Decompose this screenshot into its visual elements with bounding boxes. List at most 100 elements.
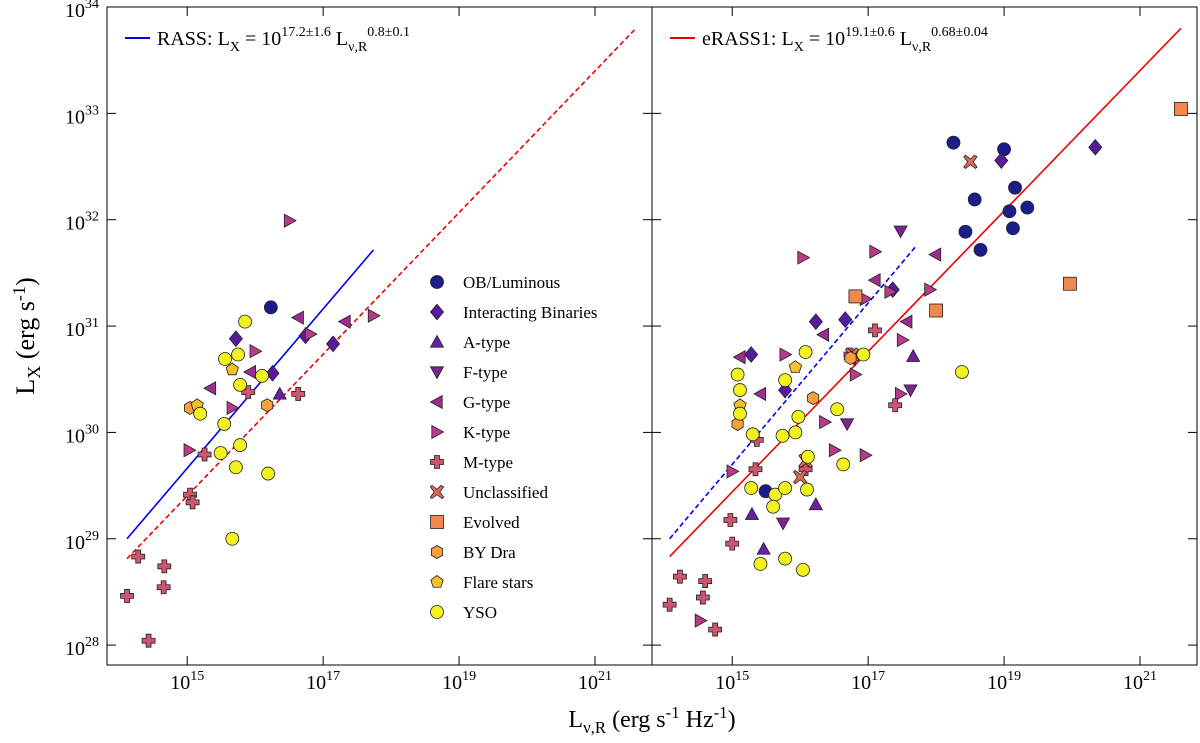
- marker: [730, 367, 745, 382]
- marker: [793, 469, 808, 485]
- marker: [788, 425, 803, 440]
- marker: [997, 142, 1011, 157]
- marker: [808, 497, 824, 511]
- marker: [808, 313, 823, 331]
- marker: [185, 495, 200, 510]
- marker: [955, 365, 969, 379]
- legend-label: BY Dra: [463, 543, 516, 562]
- marker: [744, 506, 760, 520]
- marker: [272, 386, 287, 400]
- marker: [830, 402, 845, 417]
- marker: [973, 243, 988, 257]
- marker: [775, 517, 791, 531]
- marker: [733, 383, 747, 397]
- marker: [1002, 204, 1017, 219]
- marker: [217, 417, 232, 431]
- marker: [828, 443, 842, 458]
- marker: [157, 559, 172, 574]
- marker: [228, 330, 243, 348]
- marker: [958, 224, 973, 239]
- marker: [429, 366, 445, 380]
- marker: [798, 462, 813, 477]
- marker: [225, 531, 240, 546]
- marker: [963, 154, 978, 170]
- marker: [859, 448, 873, 463]
- marker: [694, 613, 708, 628]
- x-tick-label: 1019: [442, 669, 476, 694]
- marker: [801, 449, 815, 464]
- legend-label: F-type: [463, 363, 507, 382]
- marker: [183, 443, 197, 458]
- marker: [1174, 102, 1188, 116]
- marker: [800, 482, 814, 497]
- panel-frame: [106, 6, 653, 666]
- marker: [928, 247, 942, 262]
- marker: [896, 332, 910, 348]
- legend-label: Flare stars: [463, 573, 533, 592]
- marker: [120, 589, 134, 603]
- marker: [778, 551, 793, 566]
- marker: [193, 406, 208, 421]
- marker: [226, 400, 240, 416]
- marker: [263, 300, 278, 315]
- marker: [1020, 200, 1035, 215]
- marker: [326, 335, 341, 353]
- marker: [807, 391, 820, 406]
- y-axis-label: LX (erg s-1): [9, 277, 44, 394]
- marker: [899, 314, 913, 329]
- marker: [748, 462, 763, 477]
- marker: [429, 334, 445, 348]
- marker: [430, 545, 444, 559]
- marker: [849, 367, 863, 382]
- panel-title: RASS: LX = 1017.2±1.6 Lν,R0.8±0.1: [157, 25, 410, 55]
- marker: [756, 541, 771, 555]
- marker: [283, 213, 297, 228]
- panel-title: eRASS1: LX = 1019.1±0.6 Lν,R0.68±0.04: [702, 25, 988, 55]
- marker: [893, 225, 908, 239]
- marker: [1006, 221, 1020, 236]
- marker: [225, 362, 239, 376]
- marker: [856, 347, 871, 362]
- marker: [791, 409, 806, 424]
- y-tick-label: 1029: [65, 529, 99, 554]
- x-tick-label: 1017: [306, 669, 340, 694]
- marker: [797, 250, 811, 265]
- plot-area: [662, 27, 1188, 637]
- marker: [304, 326, 318, 342]
- legend-label: M-type: [463, 453, 513, 472]
- marker: [766, 499, 781, 514]
- marker: [249, 344, 263, 359]
- marker: [265, 364, 280, 382]
- y-tick-label: 1031: [65, 316, 99, 341]
- marker: [231, 347, 245, 362]
- marker: [779, 347, 793, 362]
- marker: [695, 590, 710, 605]
- marker: [731, 417, 744, 431]
- marker: [255, 368, 269, 383]
- marker: [213, 446, 228, 460]
- marker: [753, 557, 768, 571]
- marker: [744, 481, 759, 495]
- x-tick-label: 1021: [578, 669, 612, 694]
- marker: [844, 351, 857, 366]
- marker: [429, 303, 445, 321]
- marker: [848, 289, 863, 304]
- marker: [261, 466, 276, 481]
- legend-label: G-type: [463, 393, 510, 412]
- y-tick-label: 1034: [65, 0, 99, 22]
- y-tick-label: 1033: [65, 103, 99, 128]
- marker: [744, 346, 759, 363]
- marker: [745, 427, 760, 442]
- marker: [869, 244, 883, 259]
- marker: [867, 272, 881, 288]
- marker: [946, 135, 961, 150]
- marker: [141, 633, 156, 648]
- marker: [261, 398, 274, 413]
- legend-label: YSO: [463, 603, 497, 622]
- marker: [429, 394, 443, 410]
- x-tick-label: 1021: [1123, 669, 1157, 694]
- legend-label: Evolved: [463, 513, 520, 532]
- marker: [839, 418, 855, 432]
- marker: [888, 398, 903, 413]
